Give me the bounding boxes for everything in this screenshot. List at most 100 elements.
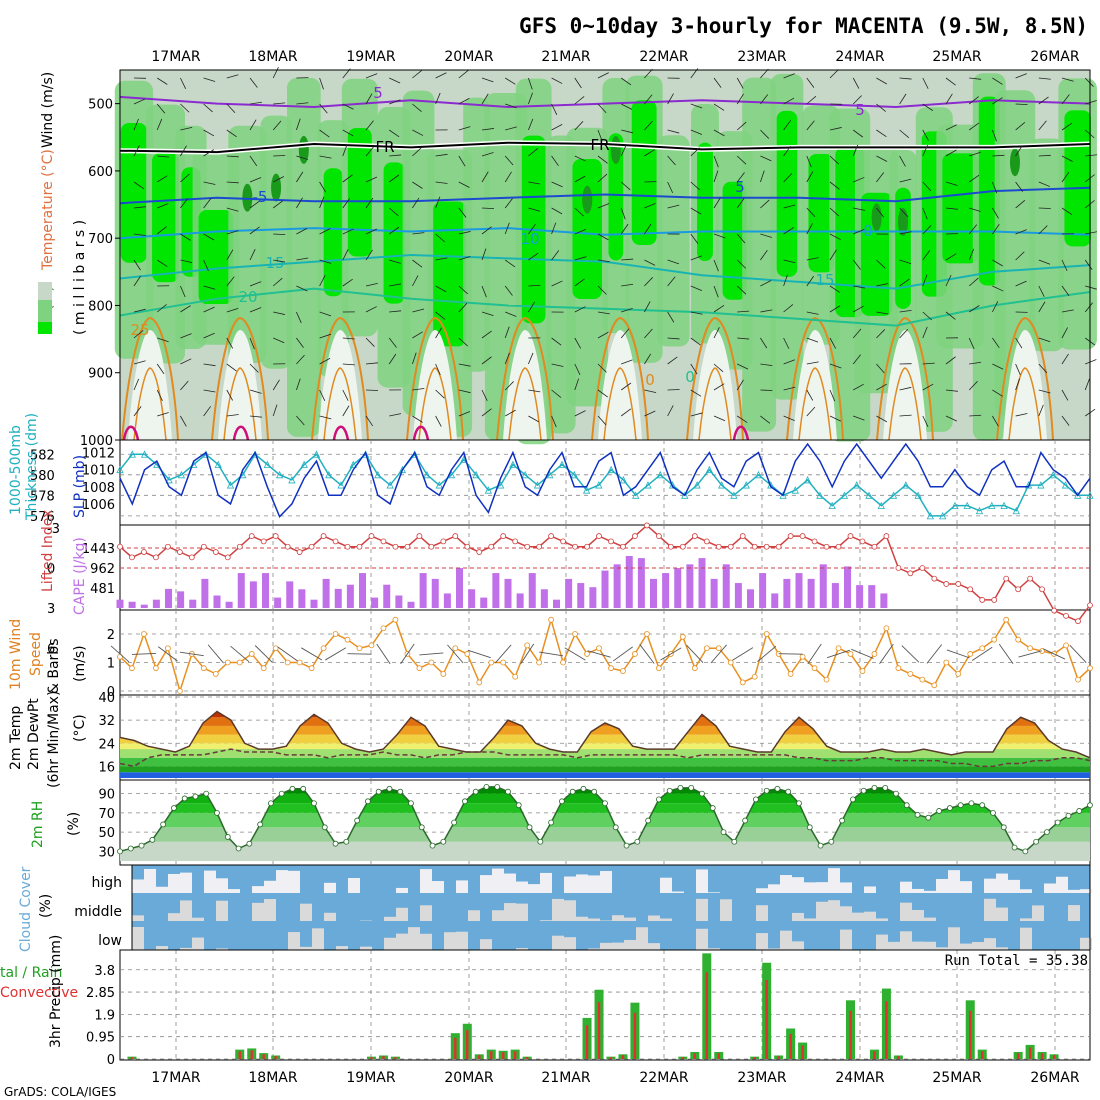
wind10-barb	[851, 648, 874, 659]
data-point	[117, 848, 123, 855]
wind-barb	[760, 250, 768, 261]
cloud-cell	[876, 918, 888, 921]
data-point	[548, 533, 555, 539]
data-point	[951, 501, 959, 509]
dry-lobe	[218, 330, 262, 440]
wind-barb	[389, 413, 402, 417]
cape-bar	[504, 578, 512, 608]
dry-lobe	[883, 330, 927, 440]
wind-barb	[992, 129, 997, 142]
data-point	[883, 625, 890, 632]
wind-barb	[1038, 404, 1044, 417]
chart-title: GFS 0~10day 3-hourly for MACENTA (9.5W, …	[519, 14, 1088, 38]
wind-barb	[458, 411, 471, 417]
wind-barb	[481, 207, 495, 209]
wind-barb	[203, 332, 215, 339]
contour-label: 20	[238, 288, 257, 306]
cloud-cell	[840, 906, 852, 921]
wind-barb	[1061, 171, 1070, 183]
wind-barb	[249, 307, 262, 313]
wind10-barb	[612, 646, 633, 662]
precip-convective-bar	[382, 1056, 385, 1059]
wind10-barb	[926, 644, 943, 664]
wind-barb	[1038, 207, 1051, 209]
data-point	[720, 829, 727, 836]
cloud-cell	[912, 941, 924, 950]
tick-label: 32	[98, 714, 115, 729]
bottom-date-label: 23MAR	[737, 1070, 786, 1086]
wind10-barb	[494, 644, 512, 664]
data-point	[811, 538, 818, 545]
rh-saturated-region	[152, 152, 180, 283]
precip-label-3: 3hr Precip (mm)	[48, 935, 64, 1048]
data-point	[1027, 645, 1034, 652]
data-point	[991, 636, 998, 643]
wind-barb	[969, 77, 982, 80]
wind-barb	[319, 155, 332, 159]
wind-barb	[180, 77, 187, 89]
wind-barb	[551, 181, 563, 188]
tick-label: 0.95	[86, 1031, 115, 1046]
data-point	[212, 670, 219, 677]
data-point	[727, 543, 734, 550]
cloud-cell	[504, 873, 516, 893]
data-point	[655, 533, 662, 539]
precip-convective-bar	[969, 1010, 972, 1059]
cape-tick-label: 1443	[82, 542, 115, 557]
data-point	[860, 787, 867, 794]
wind-axis-label: Wind (m/s)	[40, 72, 56, 148]
data-point	[392, 543, 399, 550]
wind-barb	[296, 311, 302, 324]
cape-bar	[177, 591, 185, 608]
precip-convective-bar	[1028, 1047, 1032, 1059]
tick-label: 40	[98, 691, 115, 706]
wind-barb	[690, 103, 703, 109]
wind-barb	[458, 207, 467, 218]
data-point	[823, 676, 830, 683]
rh-core	[610, 136, 621, 165]
data-point	[192, 793, 199, 800]
rh-legend-swatch	[38, 322, 52, 334]
cape-bar	[383, 584, 391, 608]
bottom-date-axis: 17MAR 18MAR 19MAR 20MAR 21MAR 22MAR 23MAR 24MAR…	[151, 1070, 1079, 1086]
wind-barb	[504, 222, 510, 235]
wind10-label-2: Speed	[28, 632, 44, 676]
bottom-date-label: 24MAR	[835, 1070, 884, 1086]
li-tick-label: 3	[47, 602, 55, 617]
precip-convective-bar	[466, 1030, 469, 1059]
wind-barb	[528, 223, 536, 235]
wind10-barb	[639, 644, 655, 664]
wind-barb	[829, 69, 839, 79]
wind10-barb	[807, 643, 822, 665]
temp2m-label-4: (°C)	[72, 714, 88, 742]
data-point	[979, 645, 986, 652]
wind-barb	[992, 207, 999, 219]
cape-bar	[698, 558, 706, 608]
wind-barb	[806, 257, 819, 261]
data-point	[311, 800, 317, 807]
cape-bar	[431, 578, 439, 608]
top-date-label: 17MAR	[151, 49, 200, 65]
isotherm-30	[798, 367, 832, 441]
wind-barb	[852, 144, 859, 157]
tick-label: 578	[30, 489, 55, 504]
wind-barb	[945, 311, 956, 320]
wind-barb	[620, 382, 632, 391]
precip-convective-bar	[262, 1054, 265, 1059]
wind-barb	[203, 149, 214, 157]
contour-label: -5	[253, 188, 268, 206]
wind-barb	[644, 120, 653, 131]
data-point	[364, 798, 371, 805]
wind-barb	[319, 196, 325, 209]
cape-bar	[165, 588, 172, 608]
wind-barb	[713, 103, 725, 111]
wind-barb	[389, 154, 402, 157]
cape-bar	[856, 585, 864, 608]
wind-barb	[249, 281, 262, 287]
wind-barb	[1015, 122, 1026, 131]
wind-barb	[551, 389, 562, 398]
wind-barb	[342, 129, 354, 137]
wind10-barb	[826, 649, 851, 659]
wind-barb	[760, 233, 772, 238]
